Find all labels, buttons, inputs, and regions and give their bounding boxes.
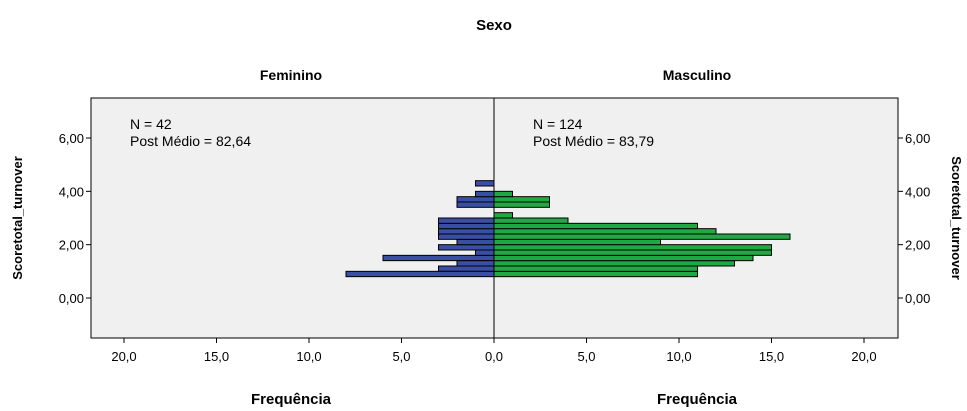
- bar-right: [493, 260, 735, 267]
- bar-left: [345, 270, 495, 278]
- bar-left: [456, 201, 495, 208]
- bar-right: [493, 233, 791, 240]
- y-tick-label-right: 2,00: [905, 238, 930, 253]
- bar-left: [438, 217, 495, 224]
- bar-right: [493, 254, 754, 262]
- x-tick-label-right: 0,0: [485, 349, 503, 364]
- y-axis-title-left: Scoretotal_turnover: [10, 156, 25, 280]
- mean-label-right: Post Médio = 83,79: [533, 133, 654, 149]
- y-tick-label-right: 4,00: [905, 184, 930, 199]
- bar-right: [493, 217, 569, 224]
- y-tick-label-left: 4,00: [59, 184, 84, 199]
- x-tick-label-left: 15,0: [204, 349, 229, 364]
- x-tick-label-left: 10,0: [296, 349, 321, 364]
- n-label-right: N = 124: [533, 116, 583, 132]
- x-tick-label-right: 5,0: [577, 349, 595, 364]
- x-tick-label-right: 20,0: [851, 349, 876, 364]
- bar-right: [493, 201, 550, 208]
- bar-left: [438, 265, 495, 272]
- y-axis-title-right: Scoretotal_turnover: [949, 156, 964, 280]
- bar-right: [493, 212, 513, 219]
- x-axis-title-right: Frequência: [657, 391, 738, 408]
- bar-right: [493, 265, 698, 272]
- bar-left: [438, 244, 495, 251]
- bar-right: [493, 249, 772, 256]
- y-axis-right: 0,00 2,00 4,00 6,00: [898, 131, 930, 306]
- y-axis-left: 0,00 2,00 4,00 6,00: [59, 131, 91, 306]
- bar-left: [456, 196, 495, 203]
- panel-title-right: Masculino: [663, 67, 731, 83]
- bar-left: [438, 222, 495, 230]
- bar-left: [456, 238, 495, 246]
- x-axis: 20,0 15,0 10,0 5,0 0,0 5,0 10,0 15,0 20,0: [111, 338, 877, 364]
- n-label-left: N = 42: [130, 116, 172, 132]
- x-axis-title-left: Frequência: [251, 391, 332, 408]
- y-tick-label-left: 6,00: [59, 131, 84, 146]
- mean-label-left: Post Médio = 82,64: [130, 133, 251, 149]
- bar-left: [475, 180, 495, 187]
- bar-left: [438, 233, 495, 240]
- bar-left: [475, 190, 495, 198]
- y-tick-label-right: 6,00: [905, 131, 930, 146]
- x-tick-label-right: 15,0: [759, 349, 784, 364]
- bar-left: [382, 254, 495, 262]
- bars-masculino: [493, 190, 791, 278]
- bar-right: [493, 244, 772, 251]
- bar-right: [493, 238, 661, 246]
- bar-right: [493, 222, 698, 230]
- bar-left: [438, 228, 495, 235]
- y-tick-label-left: 0,00: [59, 291, 84, 306]
- x-tick-label-left: 5,0: [392, 349, 410, 364]
- x-tick-label-right: 10,0: [666, 349, 691, 364]
- bar-right: [493, 270, 698, 278]
- bar-left: [475, 249, 495, 256]
- y-tick-label-left: 2,00: [59, 238, 84, 253]
- bar-right: [493, 228, 717, 235]
- bar-right: [493, 190, 513, 198]
- y-tick-label-right: 0,00: [905, 291, 930, 306]
- bar-left: [456, 260, 495, 267]
- x-tick-label-left: 20,0: [111, 349, 136, 364]
- chart-title: Sexo: [476, 17, 512, 34]
- panel-title-left: Feminino: [260, 67, 322, 83]
- bar-right: [493, 196, 550, 203]
